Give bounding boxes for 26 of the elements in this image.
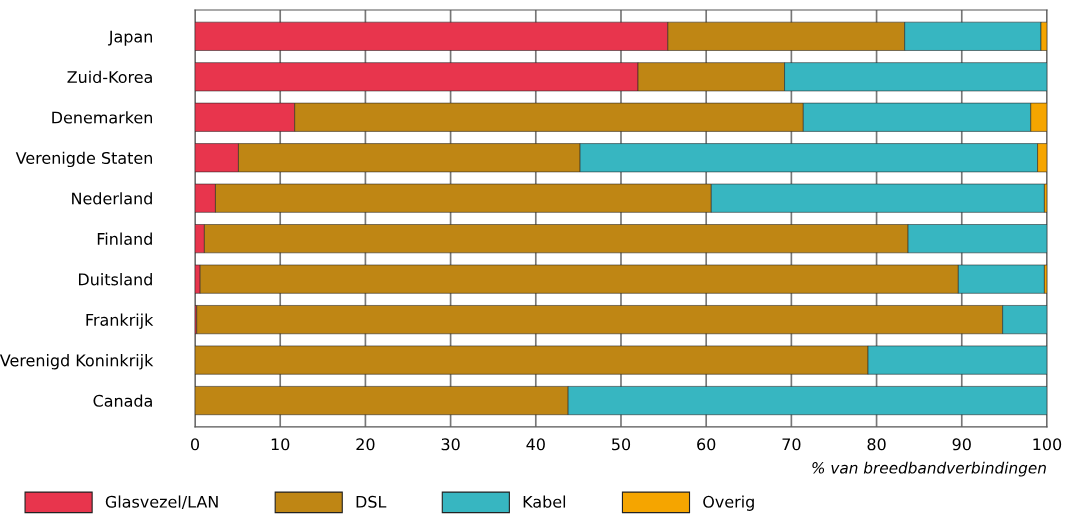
y-tick-label: Verenigde Staten [15,151,152,168]
x-tick-label: 90 [952,438,971,451]
x-tick-label: 30 [441,438,460,451]
x-tick-label: 10 [271,438,290,451]
x-axis-title: % van breedbandverbindingen [812,461,1046,477]
legend-label: Glasvezel/LAN [105,495,218,510]
x-tick-label: 100 [1033,438,1062,451]
y-tick-label: Frankrijk [86,313,154,330]
x-tick-label: 60 [697,438,716,451]
x-tick-label: 40 [526,438,545,451]
y-tick-label: Denemarken [52,111,152,124]
y-tick-label: Zuid-Korea [67,70,152,84]
y-tick-label: Duitsland [78,273,152,286]
y-tick-label: Japan [107,30,152,46]
y-tick-label: Canada [93,394,152,407]
legend-label: Kabel [523,495,566,508]
x-tick-label: 50 [612,438,631,451]
y-tick-label: Finland [97,232,152,245]
x-tick-label: 20 [356,438,375,451]
legend-label: DSL [356,495,387,508]
x-tick-label: 0 [190,438,200,451]
y-tick-label: Verenigd Koninkrijk [0,354,154,370]
x-tick-label: 80 [867,438,886,451]
legend-label: Overig [703,495,754,511]
x-tick-label: 70 [782,438,801,451]
y-tick-label: Nederland [72,192,152,205]
